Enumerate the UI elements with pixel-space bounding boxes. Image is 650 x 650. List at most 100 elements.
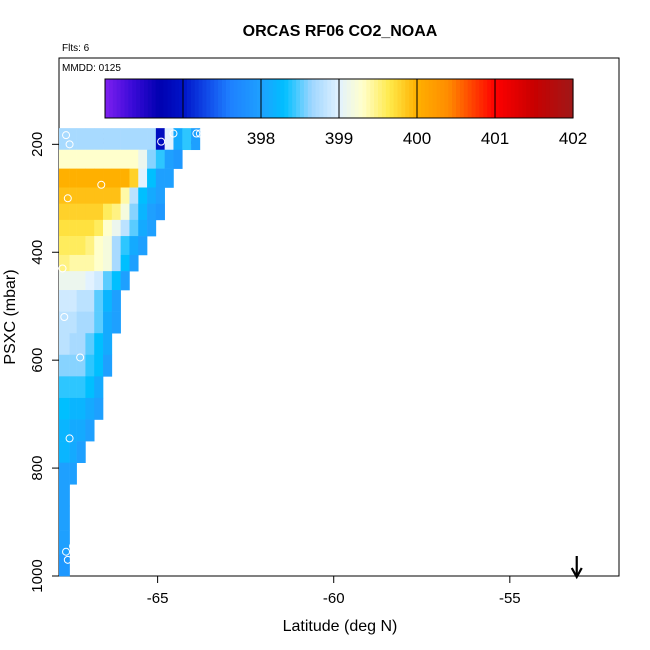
- colorbar-segment: [428, 79, 434, 118]
- colorbar-segment: [413, 79, 418, 118]
- heatmap-cell: [111, 168, 121, 188]
- heatmap-cell: [59, 168, 70, 188]
- colorbar-segment: [311, 79, 317, 118]
- colorbar-segment: [432, 79, 438, 118]
- heatmap-cell: [69, 376, 77, 399]
- heatmap-cell: [191, 128, 201, 151]
- colorbar-segment: [300, 79, 305, 118]
- colorbar-segment: [249, 79, 254, 118]
- heatmap-cell: [155, 149, 165, 169]
- y-tick-label: 600: [29, 348, 46, 373]
- heatmap-cell: [85, 271, 95, 291]
- colorbar-segment: [108, 79, 114, 118]
- heatmap-cell: [111, 271, 121, 291]
- heatmap-cell: [94, 290, 104, 312]
- colorbar-segment: [296, 79, 301, 118]
- heatmap-cell: [76, 376, 86, 399]
- colorbar-segment: [475, 79, 480, 118]
- heatmap-cell: [69, 149, 77, 169]
- flight-point: [97, 180, 106, 189]
- heatmap-cell: [103, 354, 113, 377]
- colorbar-segment: [194, 79, 200, 118]
- colorbar-segment: [136, 79, 141, 118]
- heatmap-cell: [111, 236, 121, 256]
- colorbar-segment: [456, 79, 461, 118]
- axes: -65 -60 -55 200 400 600 800 1000: [29, 132, 521, 607]
- colorbar-segment: [561, 79, 566, 118]
- colorbar-segment: [202, 79, 207, 118]
- heatmap-cell: [138, 149, 148, 169]
- heatmap-cell: [103, 236, 113, 256]
- heatmap-cell: [103, 311, 113, 334]
- heatmap-cell: [76, 236, 86, 256]
- heatmap-cell: [59, 462, 70, 485]
- heatmap-cell: [59, 484, 70, 507]
- colorbar-segment: [171, 79, 176, 118]
- heatmap-cell: [94, 236, 104, 256]
- colorbar-segment: [444, 79, 449, 118]
- heatmap-cell: [94, 376, 104, 399]
- colorbar-segment: [132, 79, 137, 118]
- colorbar-segment: [144, 79, 149, 118]
- heatmap-cell: [94, 397, 104, 420]
- heatmap-cell: [173, 128, 183, 151]
- colorbar-segment: [222, 79, 227, 118]
- heatmap-cell: [59, 311, 70, 334]
- heatmap-cell: [103, 271, 113, 291]
- heatmap-cell: [85, 219, 95, 237]
- heatmap-cell: [147, 203, 157, 221]
- heatmap-cell: [111, 311, 121, 334]
- heatmap-cell: [69, 236, 77, 256]
- colorbar-segment: [526, 79, 531, 118]
- heatmap-cell: [76, 354, 86, 377]
- colorbar-segment: [167, 79, 172, 118]
- heatmap-cell: [120, 187, 130, 204]
- heatmap-cell: [147, 128, 157, 151]
- heatmap-cell: [120, 149, 130, 169]
- heatmap-cell: [103, 333, 113, 356]
- colorbar-segment: [378, 79, 383, 118]
- heatmap-cell: [111, 149, 121, 169]
- heatmap-cell: [94, 168, 104, 188]
- heatmap-cell: [59, 397, 70, 420]
- heatmap-cell: [111, 219, 121, 237]
- colorbar-segment: [179, 79, 184, 118]
- heatmap-cell: [120, 168, 130, 188]
- colorbar-segment: [553, 79, 558, 118]
- heatmap-cell: [155, 203, 165, 221]
- colorbar-segment: [557, 79, 562, 118]
- colorbar-segment: [545, 79, 551, 118]
- colorbar-tick-label: 400: [403, 129, 431, 148]
- colorbar-segment: [506, 79, 512, 118]
- colorbar-segment: [397, 79, 402, 118]
- heatmap-cell: [85, 187, 95, 204]
- heatmap-cell: [76, 254, 86, 272]
- heatmap-cell: [85, 397, 95, 420]
- colorbar-segment: [471, 79, 477, 118]
- colorbar-segment: [487, 79, 492, 118]
- colorbar-segment: [276, 79, 282, 118]
- colorbar-segment: [206, 79, 211, 118]
- colorbar-segment: [284, 79, 289, 118]
- flight-point: [60, 313, 69, 321]
- colorbar-segment: [323, 79, 328, 118]
- colorbar-segment: [225, 79, 231, 118]
- colorbar-segment: [549, 79, 555, 118]
- heatmap-cell: [76, 419, 86, 442]
- chart-title: ORCAS RF06 CO2_NOAA: [243, 23, 438, 40]
- heatmap-cell: [120, 236, 130, 256]
- arrow-head: [570, 567, 583, 580]
- heatmap-cell: [76, 168, 86, 188]
- colorbar-segment: [510, 79, 516, 118]
- flight-point: [65, 434, 74, 443]
- heatmap-cell: [76, 271, 86, 291]
- colorbar-segment: [541, 79, 547, 118]
- heatmap-cell: [69, 271, 77, 291]
- colorbar-segment: [358, 79, 363, 118]
- heatmap-cell: [85, 236, 95, 256]
- heatmap-cell: [59, 187, 70, 204]
- colorbar-segment: [366, 79, 371, 118]
- heatmap-cell: [129, 203, 139, 221]
- heatmap-cell: [76, 128, 86, 151]
